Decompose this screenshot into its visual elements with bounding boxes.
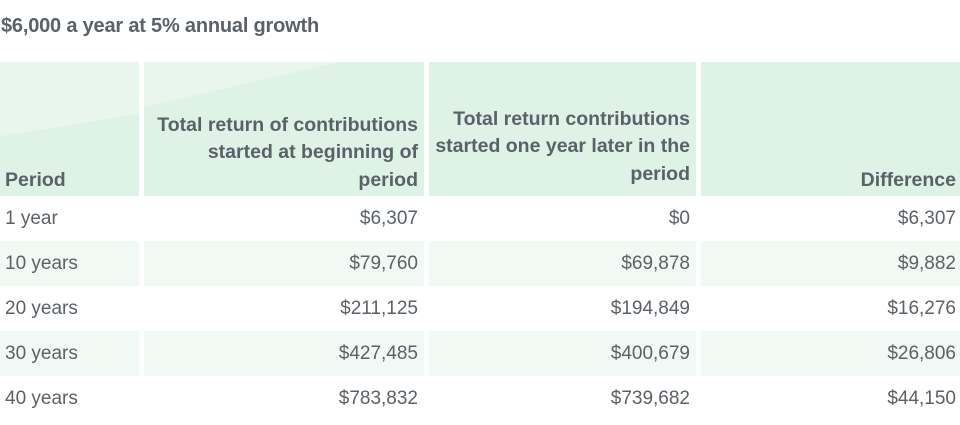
later-return-cell: $69,878 [429, 241, 696, 286]
later-return-cell: $400,679 [429, 331, 696, 376]
begin-return-cell: $6,307 [359, 207, 418, 229]
table-row: 20 years $211,125 $194,849 $16,276 [0, 286, 960, 331]
difference-cell: $44,150 [887, 387, 956, 409]
begin-return-cell: $783,832 [338, 387, 418, 409]
growth-table: Period Total return of contributions sta… [0, 62, 960, 421]
period-cell: 40 years [5, 387, 78, 409]
header-begin-period: Total return of contributions started at… [144, 62, 424, 196]
begin-return-cell: $211,125 [340, 297, 418, 319]
table-header-row: Period Total return of contributions sta… [0, 62, 960, 196]
later-return-cell: $194,849 [610, 297, 690, 319]
table-row: 1 year $6,307 $0 $6,307 [0, 196, 960, 241]
period-cell: 30 years [0, 331, 139, 376]
table-row: 30 years $427,485 $400,679 $26,806 [0, 331, 960, 376]
header-one-year-later-label: Total return contributions started one y… [435, 107, 690, 185]
begin-return-cell: $427,485 [144, 331, 424, 376]
header-difference: Difference [701, 62, 960, 196]
later-return-cell: $739,682 [610, 387, 690, 409]
period-cell: 10 years [0, 241, 139, 286]
difference-cell: $16,276 [887, 297, 956, 319]
later-return-cell: $0 [668, 207, 690, 229]
header-begin-period-label: Total return of contributions started at… [157, 113, 418, 191]
difference-cell: $6,307 [897, 207, 956, 229]
difference-cell: $26,806 [701, 331, 960, 376]
table-row: 40 years $783,832 $739,682 $44,150 [0, 376, 960, 421]
header-period: Period [0, 62, 139, 196]
difference-cell: $9,882 [701, 241, 960, 286]
begin-return-cell: $79,760 [144, 241, 424, 286]
header-difference-label: Difference [860, 168, 956, 191]
period-cell: 1 year [5, 207, 58, 229]
period-cell: 20 years [5, 297, 78, 319]
table-row: 10 years $79,760 $69,878 $9,882 [0, 241, 960, 286]
header-one-year-later: Total return contributions started one y… [429, 62, 696, 196]
header-period-label: Period [5, 168, 66, 191]
table-title: $6,000 a year at 5% annual growth [1, 15, 319, 37]
